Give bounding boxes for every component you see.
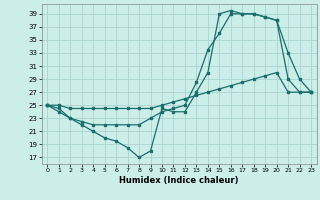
X-axis label: Humidex (Indice chaleur): Humidex (Indice chaleur) [119, 176, 239, 185]
